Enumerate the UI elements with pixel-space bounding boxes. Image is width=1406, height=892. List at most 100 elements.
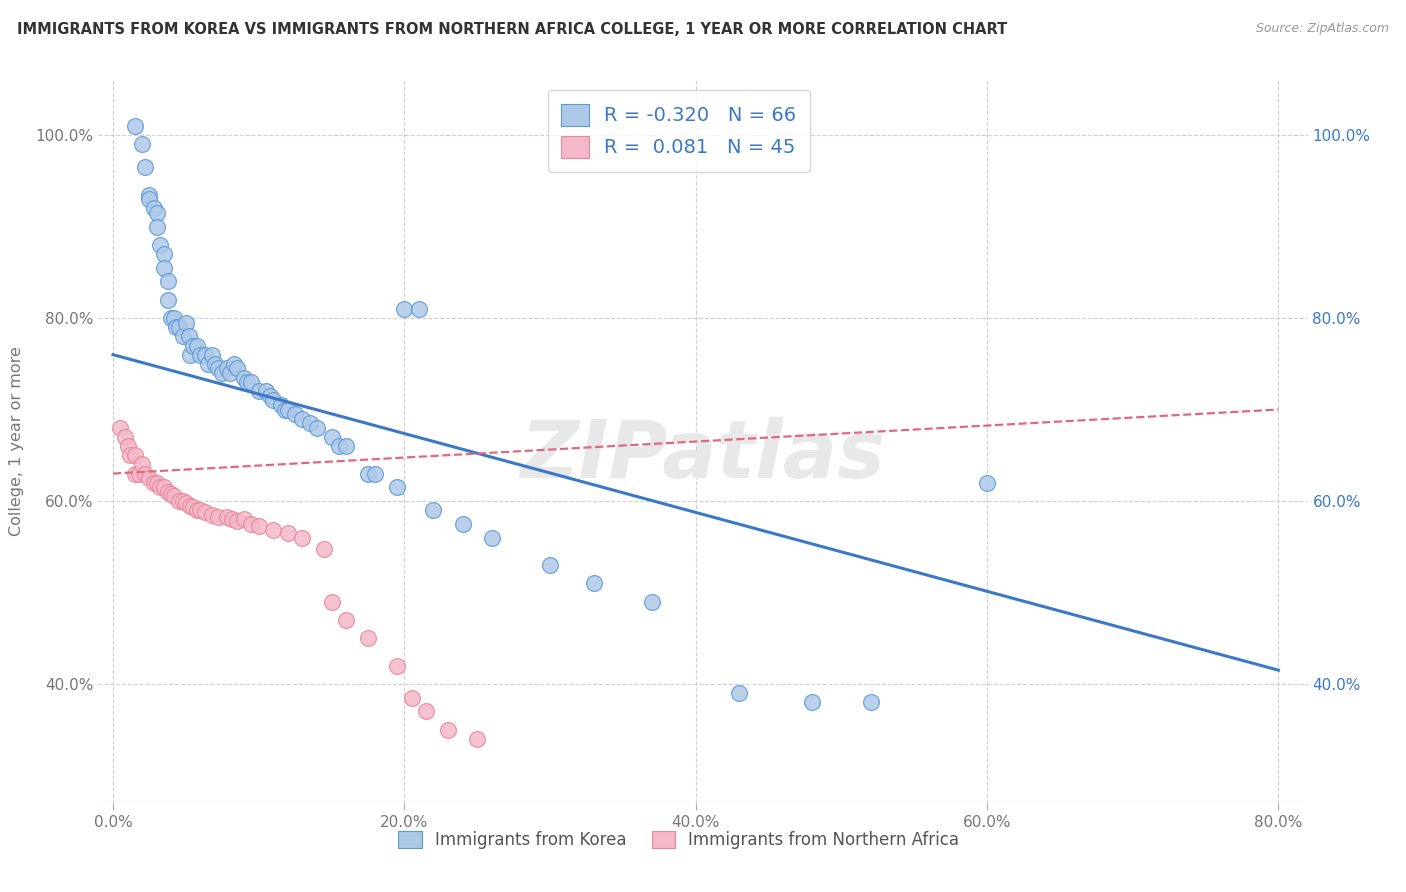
Point [247,384,270,399]
Legend: Immigrants from Korea, Immigrants from Northern Africa: Immigrants from Korea, Immigrants from N… [392,824,966,856]
Point [357,631,380,645]
Point [236,375,259,389]
Point [194,348,217,362]
Point [215,510,238,524]
Point [160,486,183,500]
Point [186,338,208,352]
Point [179,348,201,362]
Text: ZIPatlas: ZIPatlas [520,417,886,495]
Point [437,723,460,737]
Point [163,490,186,504]
Point [197,357,219,371]
Point [298,416,321,430]
Point [291,411,314,425]
Point [270,398,292,412]
Point [321,594,343,608]
Point [305,421,328,435]
Point [215,361,238,376]
Point [153,480,176,494]
Point [221,512,243,526]
Point [172,494,194,508]
Y-axis label: College, 1 year or more: College, 1 year or more [10,347,24,536]
Point [174,316,197,330]
Point [181,500,204,515]
Point [117,439,139,453]
Point [142,202,165,216]
Point [153,247,176,261]
Point [128,467,150,481]
Point [124,467,146,481]
Point [538,558,561,572]
Point [124,448,146,462]
Point [110,421,132,435]
Point [259,389,281,403]
Point [277,526,299,541]
Point [142,475,165,490]
Point [240,375,263,389]
Point [385,480,408,494]
Point [201,348,224,362]
Point [174,496,197,510]
Point [160,311,183,326]
Point [207,361,229,376]
Point [172,329,194,343]
Point [335,439,357,453]
Point [328,439,350,453]
Point [284,407,307,421]
Point [138,192,160,206]
Point [641,594,664,608]
Point [131,458,153,472]
Point [134,467,156,481]
Point [167,494,190,508]
Point [233,370,256,384]
Point [222,357,245,371]
Point [254,384,277,399]
Point [385,658,408,673]
Point [451,516,474,531]
Point [240,516,263,531]
Point [179,499,201,513]
Point [138,471,160,485]
Point [247,518,270,533]
Point [277,402,299,417]
Point [124,119,146,133]
Point [274,402,297,417]
Point [194,505,217,519]
Point [114,430,136,444]
Point [163,311,186,326]
Point [145,475,167,490]
Point [190,348,212,362]
Point [465,731,488,746]
Point [335,613,357,627]
Point [177,329,200,343]
Point [291,531,314,545]
Point [225,514,247,528]
Point [134,160,156,174]
Point [801,695,824,709]
Point [186,503,208,517]
Point [976,475,998,490]
Point [138,187,160,202]
Point [167,320,190,334]
Text: Source: ZipAtlas.com: Source: ZipAtlas.com [1256,22,1389,36]
Text: IMMIGRANTS FROM KOREA VS IMMIGRANTS FROM NORTHERN AFRICA COLLEGE, 1 YEAR OR MORE: IMMIGRANTS FROM KOREA VS IMMIGRANTS FROM… [17,22,1007,37]
Point [859,695,882,709]
Point [481,531,503,545]
Point [314,541,336,556]
Point [728,686,751,700]
Point [415,704,437,718]
Point [262,523,284,537]
Point [157,484,180,499]
Point [394,301,416,316]
Point [401,690,423,705]
Point [211,366,233,380]
Point [120,448,142,462]
Point [207,509,229,524]
Point [357,467,380,481]
Point [157,293,180,307]
Point [218,366,240,380]
Point [262,393,284,408]
Point [157,275,180,289]
Point [201,508,224,522]
Point [321,430,343,444]
